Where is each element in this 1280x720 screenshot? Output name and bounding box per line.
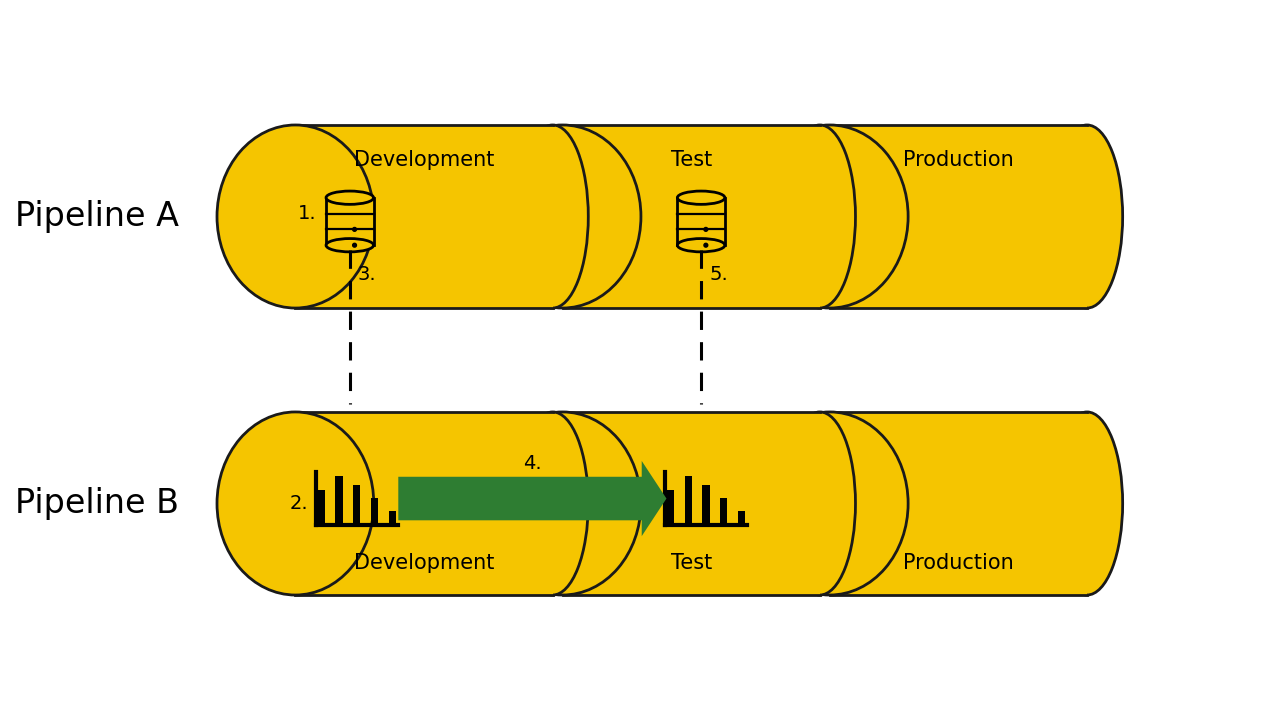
Ellipse shape (218, 412, 374, 595)
Ellipse shape (326, 191, 374, 204)
Polygon shape (829, 412, 1087, 595)
Ellipse shape (1051, 412, 1123, 595)
Text: 4.: 4. (524, 454, 541, 474)
Polygon shape (296, 125, 553, 308)
Text: Production: Production (902, 150, 1014, 170)
Ellipse shape (785, 412, 855, 595)
Polygon shape (563, 125, 820, 308)
Ellipse shape (785, 125, 855, 308)
Ellipse shape (677, 238, 724, 252)
Polygon shape (703, 485, 709, 526)
Circle shape (704, 228, 708, 231)
Text: Production: Production (902, 553, 1014, 573)
Polygon shape (335, 477, 343, 526)
Polygon shape (371, 498, 378, 526)
Text: 3.: 3. (357, 266, 376, 284)
Text: Test: Test (671, 150, 712, 170)
Ellipse shape (517, 125, 589, 308)
Polygon shape (667, 490, 675, 526)
Polygon shape (829, 125, 1087, 308)
Text: 1.: 1. (298, 204, 317, 223)
Ellipse shape (751, 125, 908, 308)
Polygon shape (389, 510, 396, 526)
Ellipse shape (326, 238, 374, 252)
Text: Pipeline B: Pipeline B (15, 487, 179, 520)
Ellipse shape (517, 412, 589, 595)
Polygon shape (317, 490, 325, 526)
Polygon shape (677, 198, 724, 246)
Circle shape (353, 243, 356, 247)
Polygon shape (739, 510, 745, 526)
Polygon shape (685, 477, 691, 526)
Ellipse shape (484, 125, 641, 308)
Ellipse shape (751, 412, 908, 595)
Ellipse shape (218, 125, 374, 308)
Text: 5.: 5. (709, 266, 728, 284)
Text: Development: Development (353, 553, 494, 573)
Polygon shape (398, 461, 667, 536)
Text: Pipeline A: Pipeline A (15, 200, 179, 233)
Polygon shape (563, 412, 820, 595)
Text: Test: Test (671, 553, 712, 573)
Polygon shape (353, 485, 361, 526)
Circle shape (704, 243, 708, 247)
Polygon shape (296, 412, 553, 595)
Polygon shape (326, 198, 374, 246)
Ellipse shape (677, 191, 724, 204)
Circle shape (353, 228, 356, 231)
Text: Development: Development (353, 150, 494, 170)
Ellipse shape (1051, 125, 1123, 308)
Text: 2.: 2. (289, 494, 308, 513)
Ellipse shape (484, 412, 641, 595)
Polygon shape (721, 498, 727, 526)
